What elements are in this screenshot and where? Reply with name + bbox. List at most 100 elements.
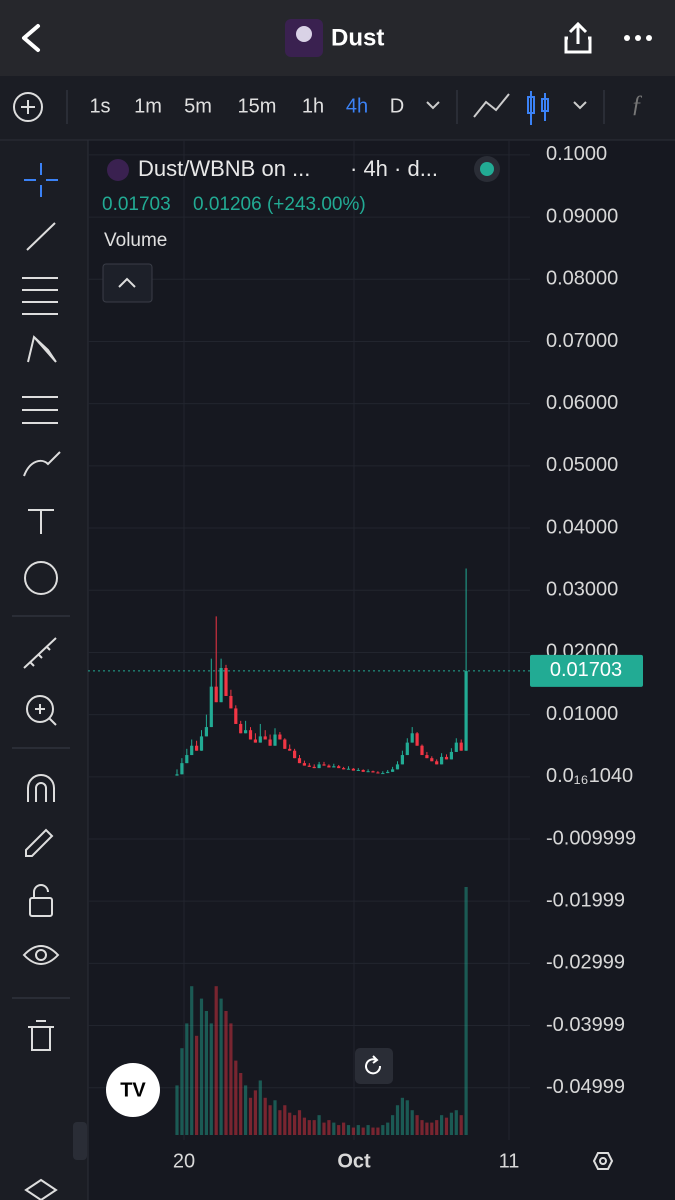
volume-bar: [307, 1120, 311, 1135]
trendline-tool[interactable]: [26, 222, 56, 251]
collapse-legend[interactable]: [102, 263, 153, 303]
candle-body: [229, 695, 233, 709]
add-button[interactable]: [13, 92, 43, 122]
crosshair-tool[interactable]: [24, 163, 58, 197]
volume-bar: [356, 1125, 360, 1135]
back-button[interactable]: [22, 24, 40, 52]
volume-bar: [342, 1122, 346, 1135]
layers-tool[interactable]: [24, 1178, 58, 1200]
candle-body: [317, 764, 321, 769]
candle-body: [351, 768, 355, 771]
volume-bar: [204, 1011, 208, 1135]
volume-bar: [317, 1115, 321, 1135]
timeframe-button[interactable]: 1s: [89, 95, 110, 117]
volume-bar: [268, 1105, 272, 1135]
tv-logo-mark: TV: [120, 1079, 146, 1101]
ruler-tool[interactable]: [23, 637, 57, 669]
candle-body: [464, 671, 468, 751]
candle-chart-button[interactable]: [527, 91, 549, 125]
volume-bar: [248, 1097, 253, 1135]
hide-tool[interactable]: [22, 945, 60, 965]
y-tick-label: 0.07000: [546, 330, 618, 352]
candle-body: [386, 771, 390, 774]
y-tick-label: 0.01000: [546, 703, 618, 725]
candle-body: [415, 733, 419, 746]
more-button[interactable]: [624, 35, 652, 41]
brush-tool[interactable]: [23, 451, 61, 477]
tv-logo[interactable]: [106, 1063, 160, 1117]
y-tick-label: 0.03000: [546, 579, 618, 601]
volume-bar: [214, 986, 218, 1135]
volume-bar: [440, 1115, 444, 1135]
candle-body: [253, 739, 257, 743]
trash-tool[interactable]: [28, 1020, 54, 1051]
timeframe-dropdown[interactable]: [426, 101, 440, 110]
volume-bar: [239, 1073, 243, 1135]
volume-bar: [376, 1127, 380, 1135]
candle-body: [440, 756, 444, 765]
candle-body: [459, 742, 463, 751]
timeframe-button[interactable]: 15m: [238, 95, 277, 117]
volume-bar: [312, 1120, 316, 1135]
reset-button[interactable]: [355, 1048, 393, 1084]
text-tool[interactable]: [28, 509, 54, 534]
timeframe-button[interactable]: 5m: [184, 95, 212, 117]
timeframe-button[interactable]: 4h: [346, 95, 368, 117]
candle-body: [376, 772, 380, 774]
volume-bar: [199, 998, 204, 1135]
volume-bar: [263, 1097, 267, 1135]
volume-bar: [332, 1122, 336, 1135]
volume-bar: [253, 1090, 257, 1135]
volume-bar: [459, 1115, 463, 1135]
volume-bar: [258, 1080, 262, 1135]
candle-body: [430, 758, 434, 762]
unlock-tool[interactable]: [29, 897, 53, 917]
fib-tool[interactable]: [22, 277, 58, 315]
emoji-tool[interactable]: [24, 561, 58, 595]
settings-button[interactable]: [592, 1152, 614, 1170]
timeframe-button[interactable]: D: [390, 95, 404, 117]
candle-body: [190, 745, 194, 756]
candle-body: [366, 771, 370, 773]
volume-bar: [302, 1117, 306, 1135]
volume-bar: [180, 1048, 184, 1135]
volume-bar: [415, 1115, 419, 1135]
volume-bar: [405, 1100, 409, 1135]
candle-body: [239, 723, 243, 734]
candle-body: [175, 774, 179, 776]
timeframe-button[interactable]: 1m: [134, 95, 162, 117]
timeframe-button[interactable]: 1h: [302, 95, 324, 117]
volume-bar: [244, 1085, 248, 1135]
volume-bar: [278, 1110, 282, 1135]
lock-drawing-tool[interactable]: [25, 828, 54, 857]
candle-body: [337, 766, 341, 769]
candle-body: [278, 734, 282, 740]
candle-body: [263, 736, 267, 740]
candle-body: [293, 750, 297, 759]
candle-body: [405, 742, 409, 756]
zoom-tool[interactable]: [26, 695, 54, 723]
chart-type-dropdown[interactable]: [573, 101, 587, 110]
candle-body: [195, 745, 199, 751]
volume-bar: [337, 1125, 341, 1135]
collapse-tools[interactable]: [73, 1122, 87, 1160]
volume-bar: [430, 1122, 434, 1135]
candle-body: [273, 734, 277, 746]
candle-body: [454, 742, 458, 752]
candle-body: [283, 739, 287, 749]
volume-bar: [185, 1023, 189, 1135]
share-button[interactable]: [564, 21, 592, 54]
projection-tool[interactable]: [22, 396, 58, 424]
candle-body: [322, 764, 326, 766]
toolbar: [0, 76, 675, 140]
pattern-tool[interactable]: [27, 335, 57, 363]
x-tick-label: 11: [499, 1150, 520, 1172]
volume-bar: [435, 1120, 439, 1135]
magnet-tool[interactable]: [27, 774, 55, 802]
candle-body: [302, 763, 306, 766]
line-chart-button[interactable]: [473, 93, 510, 118]
last-price-label: 0.01703: [550, 659, 622, 681]
volume-bar: [391, 1115, 395, 1135]
indicators-button[interactable]: ƒ: [631, 92, 643, 118]
x-tick-label: Oct: [337, 1150, 371, 1172]
